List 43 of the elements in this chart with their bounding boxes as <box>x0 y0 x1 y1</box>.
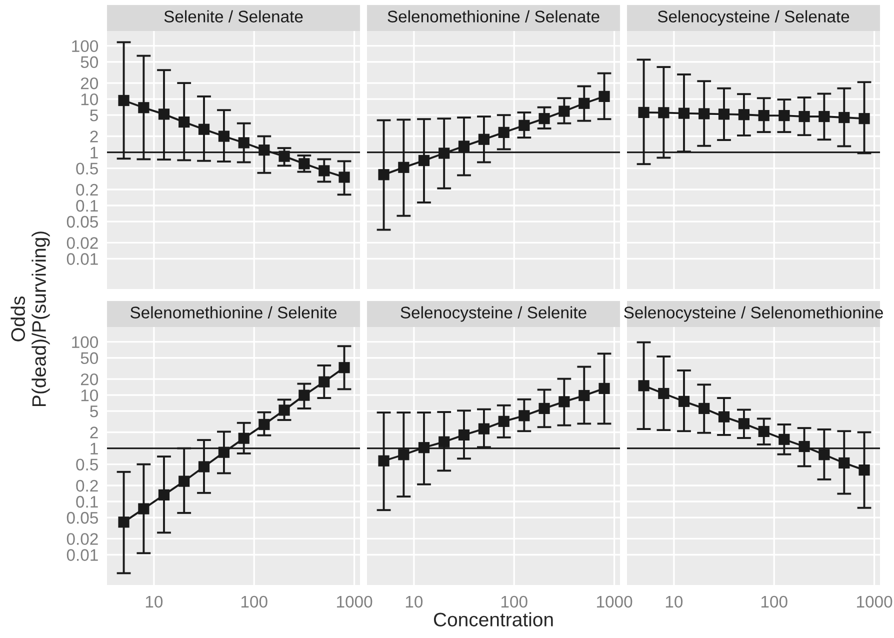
y-tick-label: 2 <box>90 130 98 142</box>
y-tick-label: 0.01 <box>66 253 98 265</box>
x-tick-label: 10 <box>666 596 683 608</box>
y-tick-label: 5 <box>90 406 98 418</box>
y-tick-label: 0.05 <box>66 512 98 524</box>
y-tick-label: 0.05 <box>66 216 98 228</box>
chart-title: Selenocysteine / Selenate <box>658 10 850 26</box>
y-tick-label: 0.02 <box>66 533 98 545</box>
x-tick-label: 100 <box>241 596 268 608</box>
y-tick-label: 0.5 <box>76 458 98 471</box>
x-tick-label: 1000 <box>597 596 632 608</box>
chart-title: Selenocysteine / Selenomethionine <box>624 306 883 322</box>
x-tick-label: 1000 <box>337 596 372 608</box>
chart-title: Selenocysteine / Selenite <box>400 306 586 322</box>
y-tick-label: 50 <box>80 56 98 68</box>
chart-title: Selenomethionine / Selenate <box>388 10 600 22</box>
y-tick-label: 0.2 <box>76 480 98 492</box>
y-tick-label: 5 <box>90 110 98 122</box>
x-tick-label: 10 <box>406 596 423 608</box>
y-tick-label: 0.02 <box>66 237 98 249</box>
x-tick-label: 100 <box>501 596 528 608</box>
y-tick-label: 0.01 <box>66 549 98 561</box>
y-axis-title: Odds P(dead)/P(surviving) <box>10 232 50 406</box>
x-tick-label: 1000 <box>857 596 892 608</box>
y-tick-label: 100 <box>72 40 98 52</box>
y-tick-label: 20 <box>80 373 98 386</box>
y-tick-label: 10 <box>81 93 98 106</box>
y-tick-label: 10 <box>81 389 98 402</box>
y-tick-label: 1 <box>90 442 98 454</box>
x-tick-label: 10 <box>146 596 163 608</box>
y-tick-label: 0.1 <box>76 496 98 508</box>
chart-title: Selenomethionine / Selenite <box>130 306 337 318</box>
y-tick-label: 0.2 <box>76 184 98 196</box>
y-tick-label: 0.5 <box>76 162 98 175</box>
chart-title: Selenite / Selenate <box>164 10 303 22</box>
y-tick-label: 0.1 <box>76 200 98 212</box>
y-tick-label: 100 <box>72 336 98 348</box>
x-axis-title: Concentration <box>434 612 553 626</box>
x-tick-label: 100 <box>761 596 788 608</box>
y-tick-label: 50 <box>80 352 98 364</box>
y-tick-label: 2 <box>90 426 98 438</box>
y-tick-label: 20 <box>80 77 98 90</box>
y-tick-label: 1 <box>90 146 98 158</box>
